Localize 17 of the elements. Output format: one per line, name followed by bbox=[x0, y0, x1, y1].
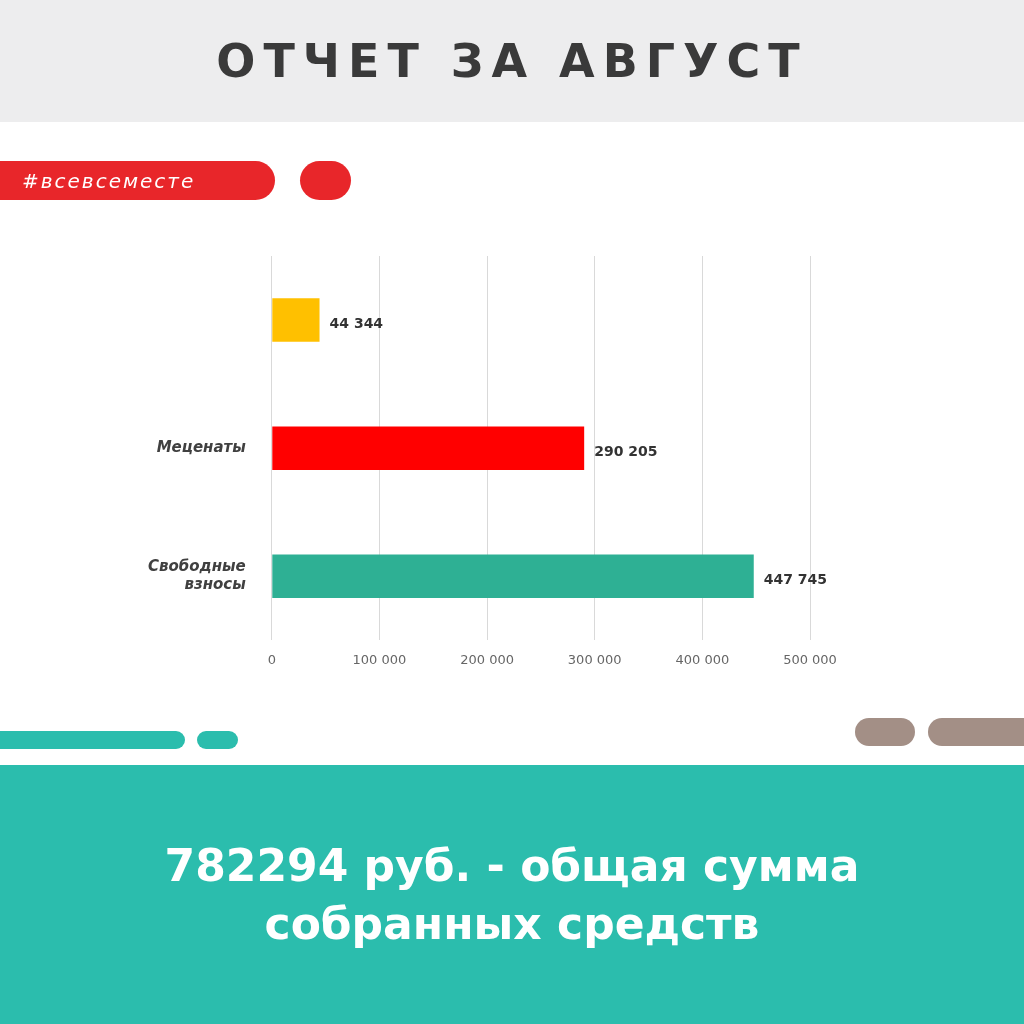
x-tick-label: 500 000 bbox=[783, 651, 837, 667]
data-label: 44 344 bbox=[329, 314, 384, 331]
chart-title: ОТЧЕТ ЗА АВГУСТ bbox=[216, 34, 808, 88]
x-tick-label: 300 000 bbox=[567, 651, 622, 667]
bar bbox=[272, 554, 754, 599]
data-label: 290 205 bbox=[594, 442, 658, 459]
y-tick-label: Свободные взносы bbox=[147, 557, 247, 594]
x-tick-label: 400 000 bbox=[675, 651, 730, 667]
x-tick-label: 100 000 bbox=[352, 651, 407, 667]
bar bbox=[272, 298, 320, 342]
text: #всевсеместе bbox=[22, 168, 196, 193]
text: 782294 руб. - общая сумма собранных средств bbox=[163, 839, 861, 951]
data-label: 447 745 bbox=[763, 570, 828, 587]
x-tick-label: 0 bbox=[267, 651, 276, 667]
bar bbox=[272, 426, 585, 470]
x-tick-label: 200 000 bbox=[460, 651, 514, 667]
y-tick-label: Меценаты bbox=[156, 438, 247, 457]
